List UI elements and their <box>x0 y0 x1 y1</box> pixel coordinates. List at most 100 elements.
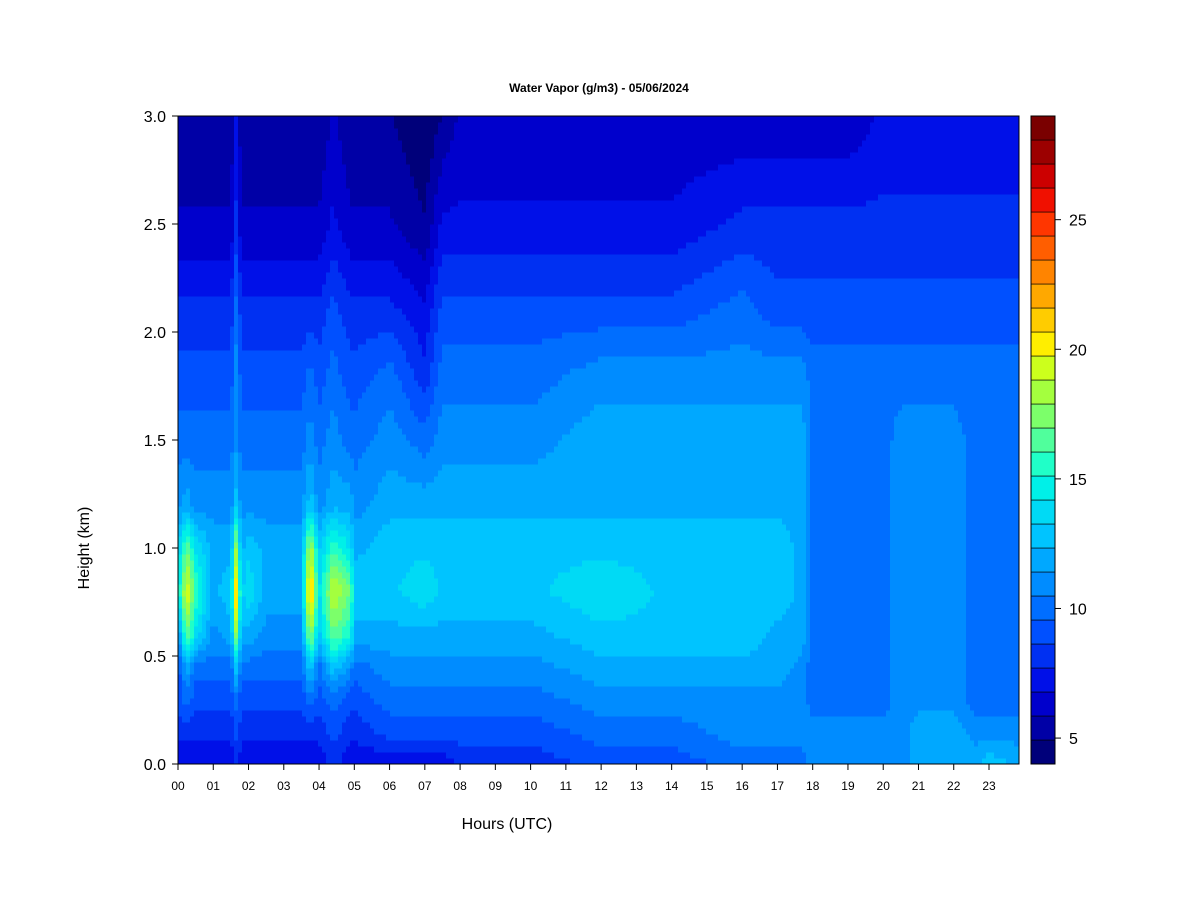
heat-cell <box>182 740 187 747</box>
heat-cell <box>238 710 243 717</box>
heat-cell <box>294 458 299 465</box>
heat-cell <box>190 380 195 387</box>
heat-cell <box>298 608 303 615</box>
heat-cell <box>190 446 195 453</box>
heat-cell <box>178 626 183 633</box>
heat-cell <box>186 428 191 435</box>
heat-cell <box>286 728 291 735</box>
heat-cell <box>270 116 275 123</box>
heat-cell <box>278 482 283 489</box>
heat-cell <box>238 584 243 591</box>
heat-cell <box>186 140 191 147</box>
heat-cell <box>350 398 355 405</box>
heat-cell <box>182 206 187 213</box>
heat-cell <box>266 566 271 573</box>
heat-cell <box>354 194 359 201</box>
heat-cell <box>330 620 335 627</box>
heat-cell <box>266 356 271 363</box>
heat-cell <box>358 260 363 267</box>
heat-cell <box>230 416 235 423</box>
heat-cell <box>294 494 299 501</box>
heat-cell <box>178 644 183 651</box>
heat-cell <box>214 590 219 597</box>
heat-cell <box>338 650 343 657</box>
heat-cell <box>266 164 271 171</box>
heat-cell <box>186 152 191 159</box>
heat-cell <box>190 254 195 261</box>
heat-cell <box>354 446 359 453</box>
heat-cell <box>318 320 323 327</box>
heat-cell <box>338 602 343 609</box>
heat-cell <box>218 458 223 465</box>
heat-cell <box>222 206 227 213</box>
heat-cell <box>202 392 207 399</box>
heat-cell <box>182 290 187 297</box>
heat-cell <box>190 566 195 573</box>
heat-cell <box>222 398 227 405</box>
heat-cell <box>182 758 187 765</box>
heat-cell <box>178 386 183 393</box>
heat-cell <box>338 626 343 633</box>
heat-cell <box>306 590 311 597</box>
heat-cell <box>182 218 187 225</box>
heat-cell <box>242 452 247 459</box>
heat-cell <box>218 710 223 717</box>
heat-cell <box>354 596 359 603</box>
heat-cell <box>314 638 319 645</box>
heat-cell <box>290 596 295 603</box>
heat-cell <box>338 236 343 243</box>
heat-cell <box>242 590 247 597</box>
heat-cell <box>230 338 235 345</box>
heat-cell <box>186 404 191 411</box>
heat-cell <box>214 320 219 327</box>
heat-cell <box>226 680 231 687</box>
heat-cell <box>258 248 263 255</box>
heat-cell <box>310 602 315 609</box>
heat-cell <box>198 686 203 693</box>
heat-cell <box>266 242 271 249</box>
heat-cell <box>294 338 299 345</box>
heat-cell <box>214 740 219 747</box>
heat-cell <box>266 464 271 471</box>
heat-cell <box>246 452 251 459</box>
heat-cell <box>302 122 307 129</box>
heat-cell <box>338 620 343 627</box>
heat-cell <box>334 524 339 531</box>
heat-cell <box>270 308 275 315</box>
heat-cell <box>206 134 211 141</box>
heat-cell <box>222 458 227 465</box>
heat-cell <box>262 116 267 123</box>
heat-cell <box>250 698 255 705</box>
heat-cell <box>326 644 331 651</box>
heat-cell <box>342 416 347 423</box>
heat-cell <box>182 224 187 231</box>
heat-cell <box>318 476 323 483</box>
heat-cell <box>182 470 187 477</box>
heat-cell <box>186 248 191 255</box>
heat-cell <box>322 734 327 741</box>
heat-cell <box>342 704 347 711</box>
heat-cell <box>226 176 231 183</box>
heat-cell <box>342 266 347 273</box>
heat-cell <box>314 410 319 417</box>
heat-cell <box>298 440 303 447</box>
heat-cell <box>206 404 211 411</box>
heat-cell <box>262 128 267 135</box>
heat-cell <box>178 650 183 657</box>
heat-cell <box>178 158 183 165</box>
heat-cell <box>322 332 327 339</box>
heat-cell <box>310 296 315 303</box>
heat-cell <box>178 566 183 573</box>
heat-cell <box>310 278 315 285</box>
heat-cell <box>194 638 199 645</box>
heat-cell <box>354 584 359 591</box>
heat-cell <box>294 296 299 303</box>
heat-cell <box>330 740 335 747</box>
heat-cell <box>314 338 319 345</box>
heat-cell <box>302 620 307 627</box>
heat-cell <box>202 116 207 123</box>
heat-cell <box>358 566 363 573</box>
heat-cell <box>330 200 335 207</box>
heat-cell <box>258 536 263 543</box>
heat-cell <box>310 122 315 129</box>
